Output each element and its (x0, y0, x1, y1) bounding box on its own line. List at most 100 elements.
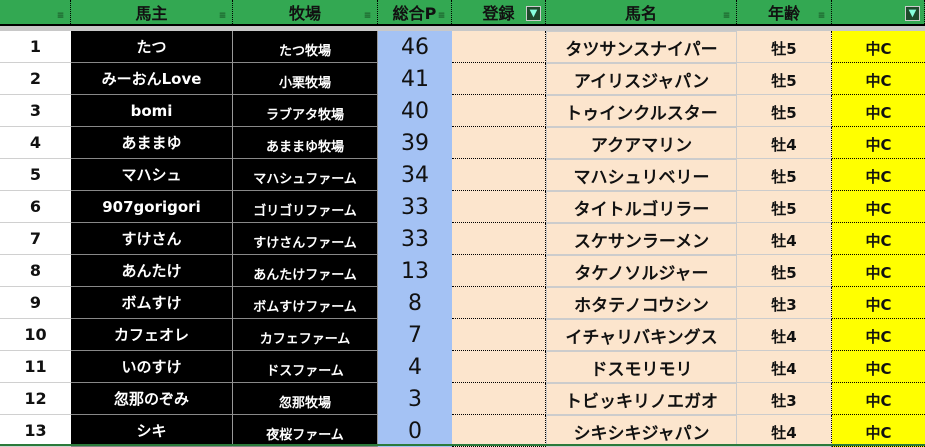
cell-reg[interactable] (452, 127, 546, 159)
cell-farm[interactable]: すけさんファーム (233, 223, 378, 255)
cell-cls[interactable]: 中C (832, 63, 925, 95)
cell-rank[interactable]: 7 (0, 223, 71, 255)
cell-horse[interactable]: タケノソルジャー (546, 255, 737, 287)
column-header-age[interactable]: 年齢 ≡ (737, 0, 832, 24)
cell-farm[interactable]: ドスファーム (233, 351, 378, 383)
cell-cls[interactable]: 中C (832, 351, 925, 383)
cell-rank[interactable]: 11 (0, 351, 71, 383)
cell-reg[interactable] (452, 287, 546, 319)
cell-age[interactable]: 牡5 (737, 159, 832, 191)
filter-active-icon[interactable]: ▼ (905, 6, 920, 21)
cell-horse[interactable]: スケサンラーメン (546, 223, 737, 255)
cell-farm[interactable]: あんたけファーム (233, 255, 378, 287)
column-header-reg[interactable]: 登録 ▼ (452, 0, 546, 24)
cell-cls[interactable]: 中C (832, 255, 925, 287)
cell-reg[interactable] (452, 383, 546, 415)
cell-horse[interactable]: タツサンスナイパー (546, 31, 737, 63)
cell-farm[interactable]: 夜桜ファーム (233, 415, 378, 447)
cell-rank[interactable]: 1 (0, 31, 71, 63)
column-header-rank[interactable]: ≡ (0, 0, 71, 24)
cell-rank[interactable]: 12 (0, 383, 71, 415)
cell-farm[interactable]: あままゆ牧場 (233, 127, 378, 159)
cell-horse[interactable]: アイリスジャパン (546, 63, 737, 95)
cell-age[interactable]: 牡5 (737, 255, 832, 287)
column-header-points[interactable]: 総合P ≡ (378, 0, 452, 24)
cell-cls[interactable]: 中C (832, 191, 925, 223)
cell-rank[interactable]: 3 (0, 95, 71, 127)
cell-farm[interactable]: 忽那牧場 (233, 383, 378, 415)
cell-age[interactable]: 牡4 (737, 319, 832, 351)
cell-age[interactable]: 牡5 (737, 95, 832, 127)
cell-reg[interactable] (452, 63, 546, 95)
cell-points[interactable]: 3 (378, 383, 452, 415)
cell-rank[interactable]: 5 (0, 159, 71, 191)
cell-owner[interactable]: みーおんLove (71, 63, 233, 95)
cell-owner[interactable]: たつ (71, 31, 233, 63)
cell-points[interactable]: 40 (378, 95, 452, 127)
cell-owner[interactable]: 忽那のぞみ (71, 383, 233, 415)
cell-rank[interactable]: 10 (0, 319, 71, 351)
cell-reg[interactable] (452, 95, 546, 127)
cell-reg[interactable] (452, 223, 546, 255)
cell-owner[interactable]: カフェオレ (71, 319, 233, 351)
cell-reg[interactable] (452, 351, 546, 383)
filter-dropdown-icon[interactable]: ≡ (722, 11, 731, 21)
cell-owner[interactable]: すけさん (71, 223, 233, 255)
cell-age[interactable]: 牡3 (737, 383, 832, 415)
cell-horse[interactable]: ドスモリモリ (546, 351, 737, 383)
cell-horse[interactable]: マハシュリベリー (546, 159, 737, 191)
cell-reg[interactable] (452, 255, 546, 287)
cell-age[interactable]: 牡4 (737, 351, 832, 383)
cell-farm[interactable]: ラブアタ牧場 (233, 95, 378, 127)
cell-horse[interactable]: シキシキジャパン (546, 415, 737, 447)
cell-cls[interactable]: 中C (832, 223, 925, 255)
cell-points[interactable]: 33 (378, 191, 452, 223)
filter-dropdown-icon[interactable]: ≡ (437, 11, 446, 21)
cell-reg[interactable] (452, 31, 546, 63)
cell-horse[interactable]: タイトルゴリラー (546, 191, 737, 223)
cell-reg[interactable] (452, 319, 546, 351)
column-header-horse[interactable]: 馬名 ≡ (546, 0, 737, 24)
cell-cls[interactable]: 中C (832, 319, 925, 351)
cell-rank[interactable]: 9 (0, 287, 71, 319)
cell-age[interactable]: 牡5 (737, 31, 832, 63)
cell-farm[interactable]: ゴリゴリファーム (233, 191, 378, 223)
cell-reg[interactable] (452, 191, 546, 223)
filter-dropdown-icon[interactable]: ≡ (56, 11, 65, 21)
cell-points[interactable]: 7 (378, 319, 452, 351)
filter-dropdown-icon[interactable]: ≡ (817, 11, 826, 21)
column-header-cls[interactable]: ▼ (832, 0, 925, 24)
cell-points[interactable]: 0 (378, 415, 452, 447)
cell-cls[interactable]: 中C (832, 383, 925, 415)
cell-age[interactable]: 牡4 (737, 127, 832, 159)
cell-owner[interactable]: あんたけ (71, 255, 233, 287)
cell-owner[interactable]: マハシュ (71, 159, 233, 191)
cell-farm[interactable]: マハシュファーム (233, 159, 378, 191)
cell-horse[interactable]: ホタテノコウシン (546, 287, 737, 319)
cell-owner[interactable]: ボムすけ (71, 287, 233, 319)
cell-rank[interactable]: 8 (0, 255, 71, 287)
cell-reg[interactable] (452, 415, 546, 447)
cell-owner[interactable]: bomi (71, 95, 233, 127)
cell-age[interactable]: 牡4 (737, 415, 832, 447)
cell-cls[interactable]: 中C (832, 159, 925, 191)
cell-points[interactable]: 8 (378, 287, 452, 319)
cell-points[interactable]: 4 (378, 351, 452, 383)
cell-points[interactable]: 34 (378, 159, 452, 191)
cell-cls[interactable]: 中C (832, 127, 925, 159)
cell-rank[interactable]: 2 (0, 63, 71, 95)
cell-owner[interactable]: いのすけ (71, 351, 233, 383)
column-header-owner[interactable]: 馬主 ≡ (71, 0, 233, 24)
cell-cls[interactable]: 中C (832, 31, 925, 63)
cell-age[interactable]: 牡3 (737, 287, 832, 319)
cell-points[interactable]: 13 (378, 255, 452, 287)
cell-owner[interactable]: シキ (71, 415, 233, 447)
cell-farm[interactable]: カフェファーム (233, 319, 378, 351)
cell-points[interactable]: 33 (378, 223, 452, 255)
cell-points[interactable]: 39 (378, 127, 452, 159)
column-header-farm[interactable]: 牧場 ≡ (233, 0, 378, 24)
cell-age[interactable]: 牡5 (737, 191, 832, 223)
cell-horse[interactable]: トゥインクルスター (546, 95, 737, 127)
cell-owner[interactable]: 907gorigori (71, 191, 233, 223)
cell-horse[interactable]: アクアマリン (546, 127, 737, 159)
